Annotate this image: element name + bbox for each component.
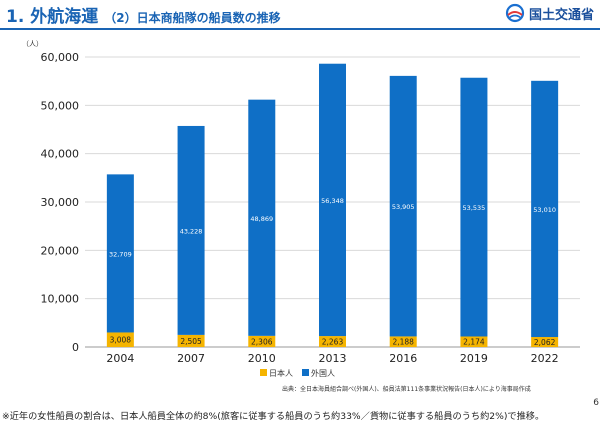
data-label-japanese: 2,505 — [180, 337, 202, 346]
x-tick-label: 2004 — [106, 352, 134, 365]
x-tick-label: 2016 — [389, 352, 417, 365]
x-tick-label: 2007 — [177, 352, 205, 365]
data-label-japanese: 2,306 — [251, 337, 273, 346]
logo-text: 国土交通省 — [528, 7, 594, 23]
x-tick-label: 2022 — [531, 352, 559, 365]
title-underline — [0, 28, 600, 30]
data-label-foreign: 56,348 — [321, 197, 344, 205]
bar-japanese — [460, 336, 488, 347]
data-label-japanese: 2,263 — [322, 338, 344, 347]
y-tick-label: 40,000 — [41, 148, 80, 161]
bar-japanese — [389, 336, 417, 347]
legend-label-foreign: 外国人 — [311, 368, 335, 378]
data-label-japanese: 3,008 — [110, 336, 132, 345]
bar-foreign — [177, 125, 205, 335]
legend-swatch-japanese — [260, 369, 267, 376]
legend-label-japanese: 日本人 — [269, 368, 293, 378]
y-tick-label: 10,000 — [41, 293, 80, 306]
y-tick-label: 30,000 — [41, 196, 80, 209]
source-note: 出典：全日本海員組合調べ(外国人)、船員法第111条事業状況報告(日本人)により… — [282, 386, 531, 393]
mlit-logo-icon — [505, 3, 525, 23]
y-tick-label: 60,000 — [41, 51, 80, 64]
bar-japanese — [319, 336, 346, 347]
data-label-foreign: 53,535 — [463, 204, 486, 212]
page-number: 6 — [593, 398, 599, 408]
x-tick-label: 2019 — [460, 352, 488, 365]
title-main: 1. 外航海運 — [6, 7, 99, 27]
title-subtitle: （2）日本商船隊の船員数の推移 — [104, 11, 281, 25]
data-label-foreign: 48,869 — [250, 215, 273, 223]
bar-japanese — [248, 335, 276, 347]
bar-foreign — [460, 77, 488, 337]
data-label-foreign: 43,228 — [180, 227, 203, 235]
bar-foreign — [389, 75, 417, 337]
x-tick-label: 2010 — [248, 352, 276, 365]
data-label-foreign: 53,010 — [533, 206, 556, 214]
bar-japanese — [177, 334, 205, 347]
footnote: ※近年の女性船員の割合は、日本人船員全体の約8%(旅客に従事する船員のうち約33… — [2, 411, 545, 422]
chart-legend: 日本人 外国人 — [260, 368, 335, 378]
bar-foreign — [106, 174, 134, 333]
data-label-foreign: 53,905 — [392, 203, 415, 211]
data-label-japanese: 2,062 — [534, 338, 556, 347]
y-axis-unit: （人） — [22, 40, 43, 48]
ministry-logo: 国土交通省 — [505, 3, 594, 23]
bar-foreign — [248, 99, 276, 336]
bar-foreign — [319, 63, 346, 337]
data-label-foreign: 32,709 — [109, 250, 132, 258]
data-label-japanese: 2,174 — [463, 338, 485, 347]
bar-japanese — [531, 337, 559, 347]
bar-foreign — [531, 80, 559, 338]
bar-japanese — [106, 332, 134, 347]
stacked-bar-chart: 0 10,000 20,000 30,000 40,000 50,000 60,000 3,… — [22, 40, 580, 378]
page-title: 1. 外航海運 （2）日本商船隊の船員数の推移 — [6, 2, 281, 27]
y-tick-label: 50,000 — [41, 99, 80, 112]
y-tick-label: 0 — [72, 341, 79, 354]
y-tick-label: 20,000 — [41, 244, 80, 257]
x-tick-label: 2013 — [319, 352, 347, 365]
legend-swatch-foreign — [302, 369, 309, 376]
data-label-japanese: 2,188 — [392, 338, 414, 347]
